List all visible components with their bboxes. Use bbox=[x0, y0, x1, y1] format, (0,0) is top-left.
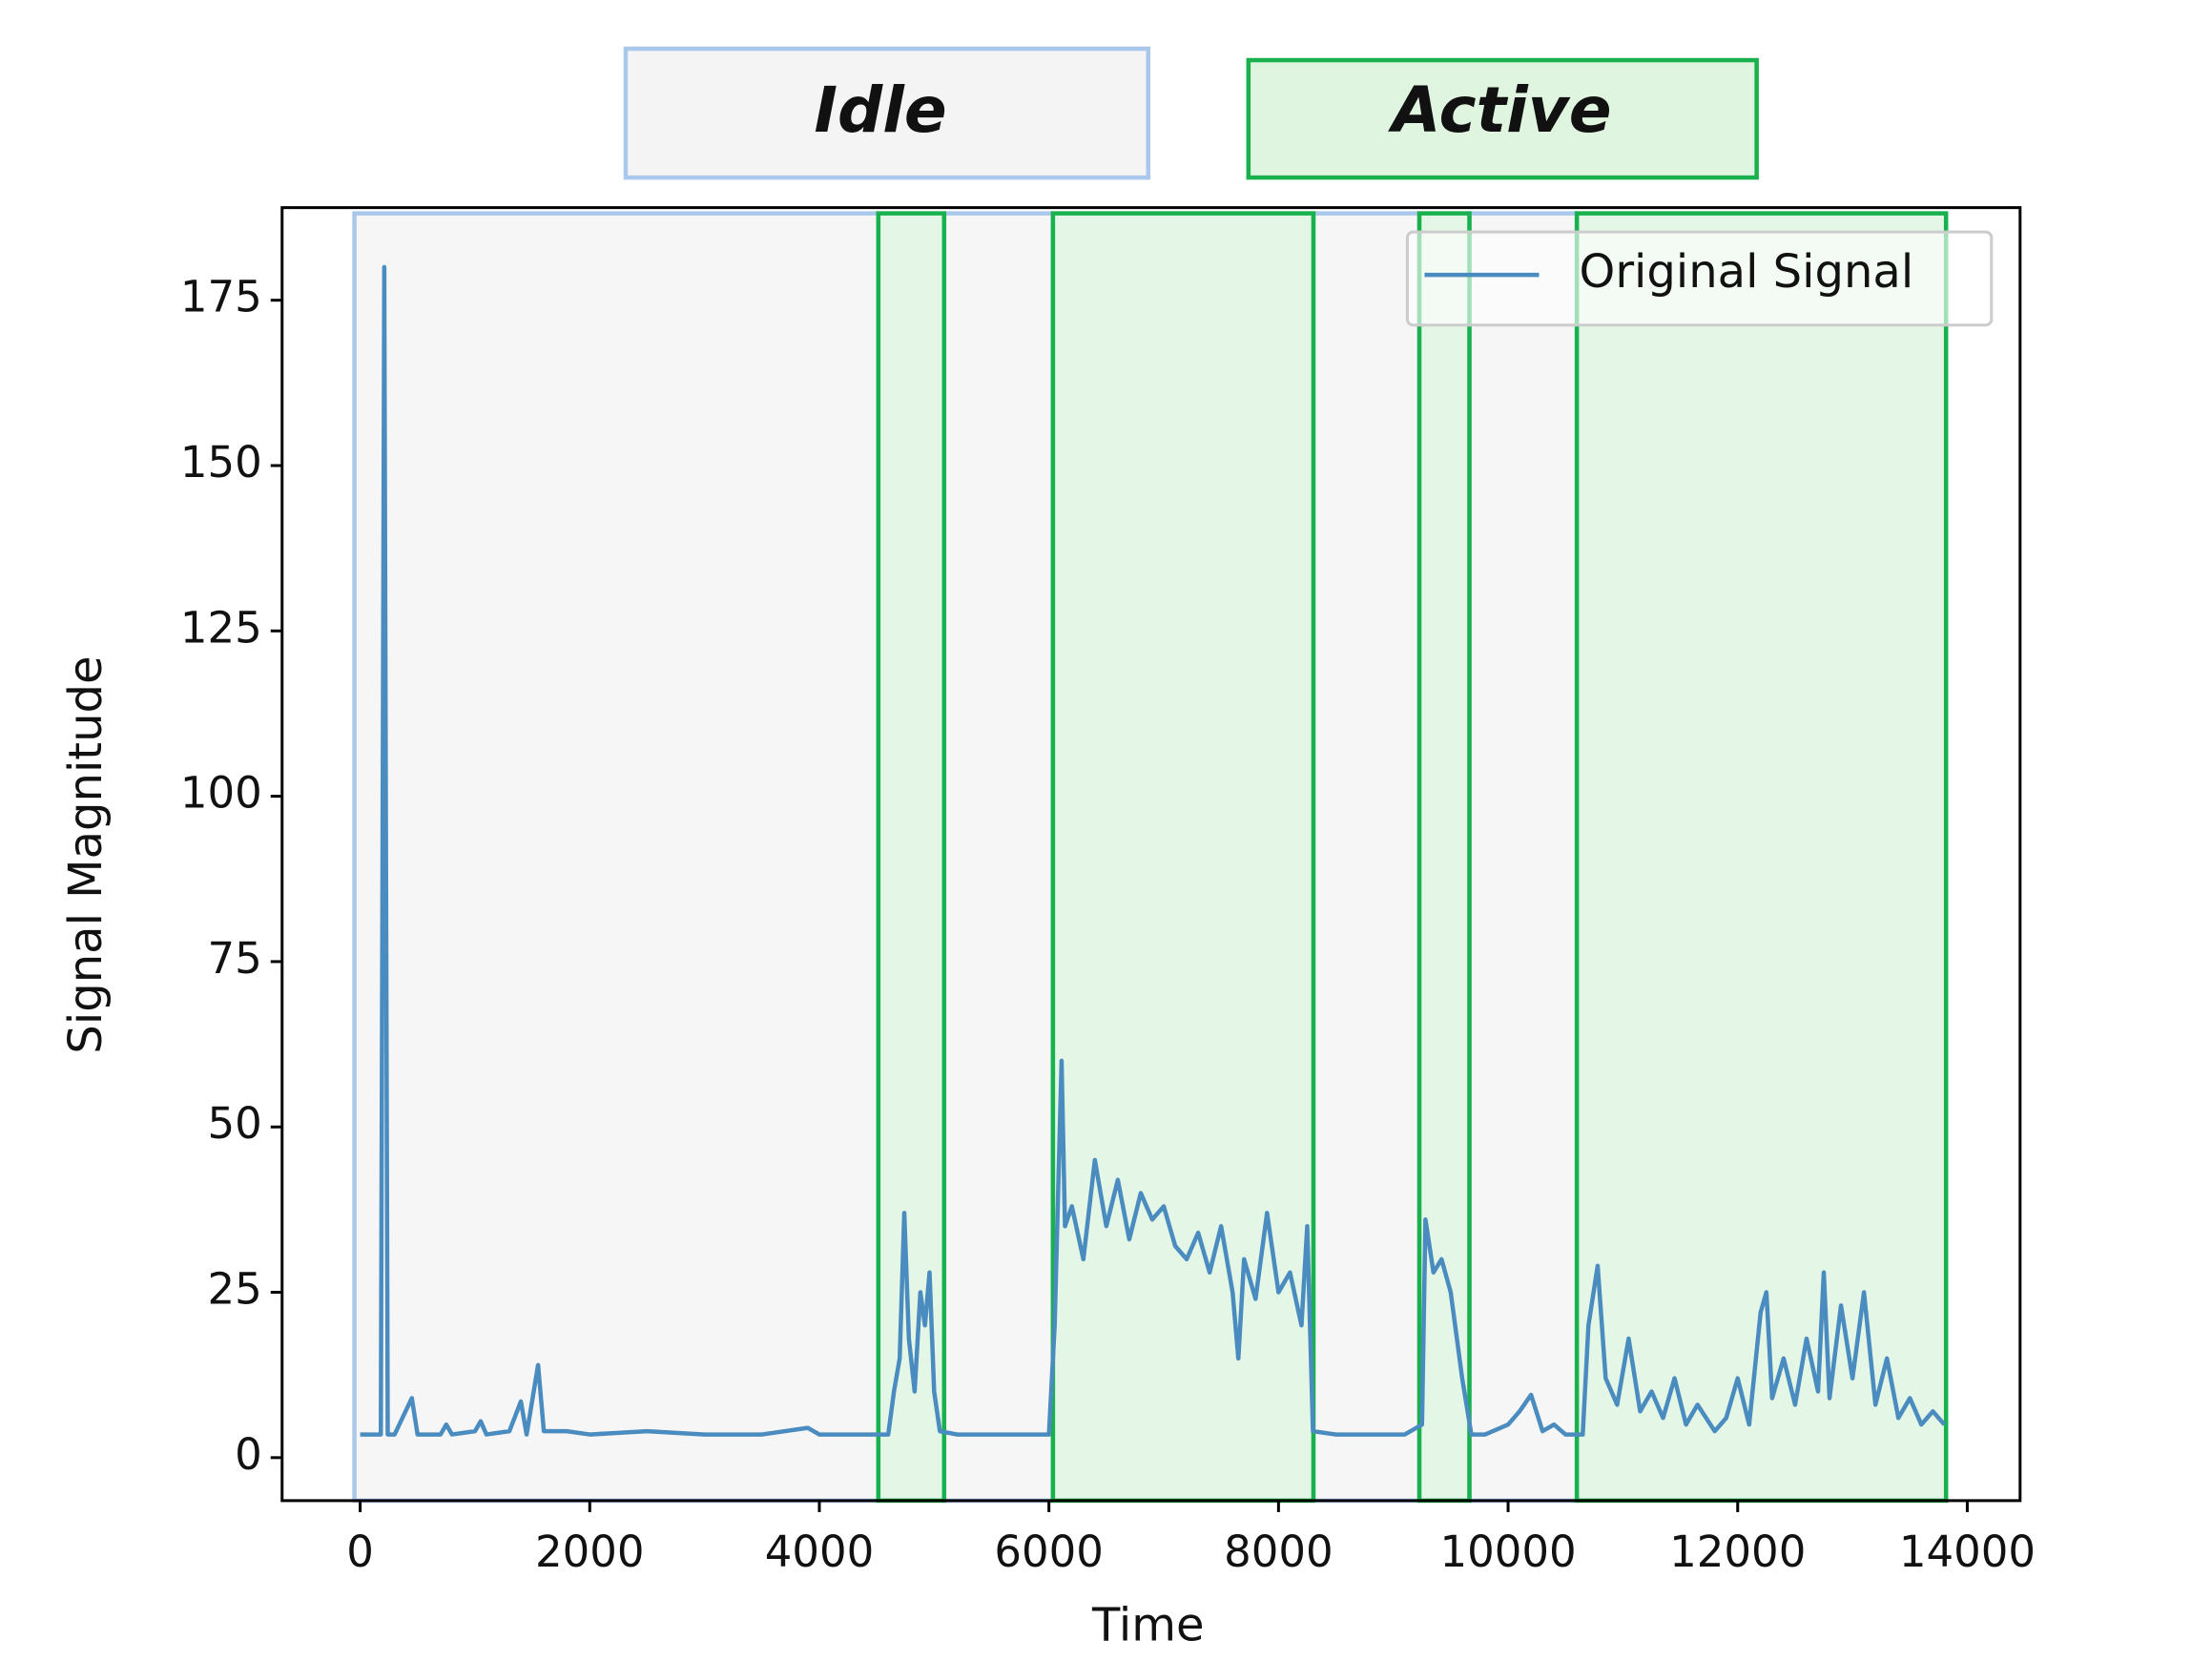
signal-line bbox=[360, 264, 1947, 1437]
legend: Original Signal bbox=[1405, 230, 1994, 327]
x-tick-label: 8000 bbox=[1224, 1526, 1333, 1577]
x-axis-label: Time bbox=[1091, 1598, 1205, 1651]
state-region bbox=[1050, 211, 1316, 1504]
y-tick-label: 0 bbox=[235, 1429, 262, 1480]
y-tick-label: 175 bbox=[180, 272, 262, 322]
y-tick-label: 75 bbox=[207, 933, 261, 984]
state-region bbox=[876, 211, 947, 1504]
state-region bbox=[1574, 211, 1949, 1504]
x-tick-label: 4000 bbox=[765, 1526, 875, 1577]
idle-key-label: Idle bbox=[814, 73, 946, 147]
x-tick-label: 12000 bbox=[1669, 1526, 1806, 1577]
y-tick-label: 50 bbox=[207, 1098, 261, 1149]
active-key-label: Active bbox=[1387, 73, 1611, 147]
axes-frame bbox=[280, 206, 2022, 1503]
x-tick-label: 6000 bbox=[994, 1526, 1104, 1577]
plot bbox=[360, 264, 1947, 1437]
y-tick-label: 125 bbox=[180, 602, 262, 653]
x-tick-label: 2000 bbox=[535, 1526, 645, 1577]
legend-box bbox=[1405, 230, 1994, 327]
y-tick-label: 100 bbox=[180, 768, 262, 819]
legend-label: Original Signal bbox=[1580, 245, 1914, 299]
y-tick-label: 25 bbox=[207, 1264, 261, 1315]
x-tick-label: 14000 bbox=[1899, 1526, 2036, 1577]
regions bbox=[352, 211, 1949, 1504]
x-tick-label: 0 bbox=[346, 1526, 374, 1577]
state-region bbox=[352, 211, 881, 1504]
state-region bbox=[1467, 211, 1580, 1504]
active-key-box bbox=[1246, 57, 1759, 180]
state-region bbox=[1416, 211, 1472, 1504]
state-region bbox=[1311, 211, 1422, 1504]
x-tick-label: 10000 bbox=[1439, 1526, 1576, 1577]
y-tick-label: 150 bbox=[180, 437, 262, 488]
y-axis-label: Signal Magnitude bbox=[59, 655, 113, 1053]
state-region bbox=[941, 211, 1056, 1504]
idle-key-box bbox=[623, 46, 1151, 180]
